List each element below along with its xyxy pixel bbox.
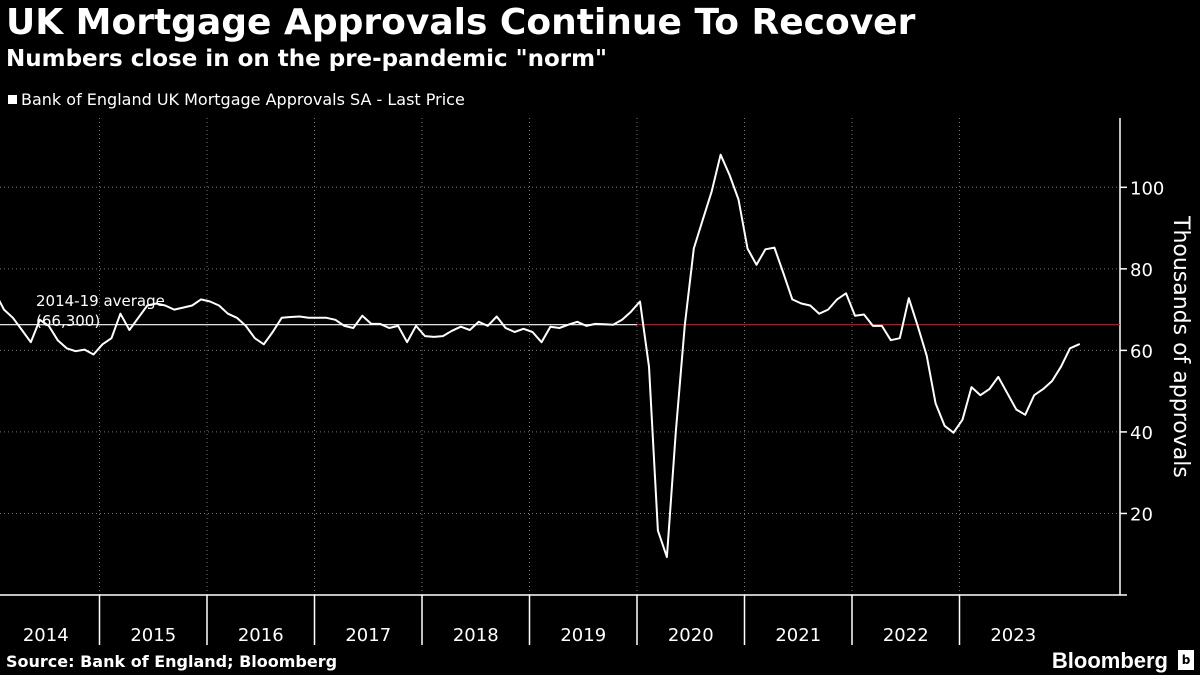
y-tick-label-40: 40 — [1130, 423, 1153, 444]
x-tick-label-2023: 2023 — [990, 625, 1036, 646]
x-tick-label-2022: 2022 — [883, 625, 929, 646]
x-tick-label-2014: 2014 — [23, 625, 69, 646]
series-line-mortgage-approvals — [0, 153, 1080, 559]
bloomberg-app-icon: b — [1178, 650, 1194, 670]
legend: Bank of England UK Mortgage Approvals SA… — [8, 90, 465, 109]
y-axis-title: Thousands of approvals — [1168, 215, 1193, 478]
y-tick-label-100: 100 — [1130, 178, 1164, 199]
chart-subtitle: Numbers close in on the pre-pandemic "no… — [6, 46, 608, 72]
legend-label: Bank of England UK Mortgage Approvals SA… — [21, 90, 465, 109]
x-tick-label-2017: 2017 — [345, 625, 391, 646]
x-tick-label-2019: 2019 — [560, 625, 606, 646]
x-tick-label-2020: 2020 — [668, 625, 714, 646]
average-annotation-line1: 2014-19 average — [36, 292, 165, 310]
x-tick-label-2016: 2016 — [238, 625, 284, 646]
legend-swatch — [8, 95, 17, 104]
x-tick-label-2018: 2018 — [453, 625, 499, 646]
y-tick-label-60: 60 — [1130, 341, 1153, 362]
average-annotation-line2: (66,300) — [36, 312, 100, 330]
chart-title: UK Mortgage Approvals Continue To Recove… — [6, 2, 916, 43]
x-tick-label-2015: 2015 — [130, 625, 176, 646]
x-tick-label-2021: 2021 — [775, 625, 821, 646]
bloomberg-logo: Bloomberg — [1051, 648, 1168, 673]
source-note: Source: Bank of England; Bloomberg — [6, 652, 338, 671]
y-tick-label-20: 20 — [1130, 504, 1153, 525]
y-tick-label-80: 80 — [1130, 260, 1153, 281]
